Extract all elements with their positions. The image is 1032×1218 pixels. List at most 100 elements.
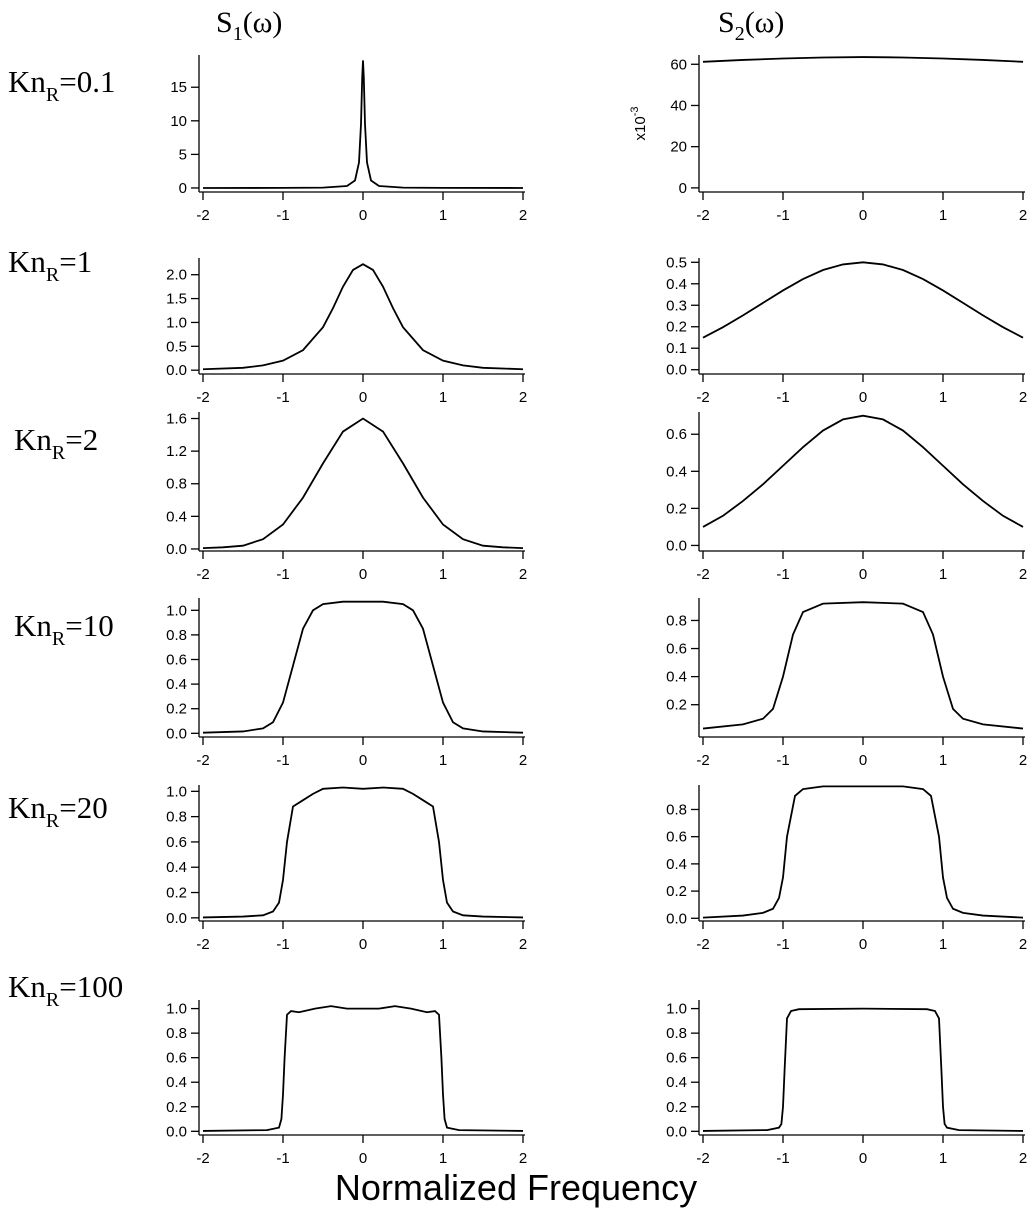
row-label-base: Kn xyxy=(14,608,52,643)
title-rest: (ω) xyxy=(243,6,283,39)
y-tick-label: 0.0 xyxy=(666,1123,687,1140)
y-tick-label: 1.0 xyxy=(166,602,187,619)
y-tick-label: 0 xyxy=(179,180,187,197)
row-label-sub: R xyxy=(52,628,66,650)
x-tick-label: 1 xyxy=(439,207,447,224)
title-sub: 2 xyxy=(735,23,745,45)
x-tick-label: 1 xyxy=(939,936,947,953)
x-tick-label: 0 xyxy=(859,752,867,769)
row-label-base: Kn xyxy=(8,244,46,279)
y-tick-label: 0.2 xyxy=(666,883,687,900)
line xyxy=(702,56,1024,63)
y-tick-label: 1.0 xyxy=(166,783,187,800)
x-tick-label: -1 xyxy=(276,752,289,769)
y-tick-label: 0.8 xyxy=(166,1025,187,1042)
y-tick-label: 0.0 xyxy=(666,362,687,379)
x-tick-label: 2 xyxy=(519,207,527,224)
y-tick-label: 0.4 xyxy=(166,1074,187,1091)
y-tick-label: 1.5 xyxy=(166,291,187,308)
x-axis-label: Normalized Frequency xyxy=(335,1167,697,1208)
y-tick-label: 0.6 xyxy=(666,829,687,846)
x-tick-label: 1 xyxy=(939,207,947,224)
y-tick-label: 1.6 xyxy=(166,411,187,428)
x-tick-label: -2 xyxy=(696,936,709,953)
x-tick-label: -2 xyxy=(196,752,209,769)
x-tick-label: 0 xyxy=(859,936,867,953)
x-tick-label: 0 xyxy=(859,389,867,406)
row-label-base: Kn xyxy=(8,969,46,1004)
y-tick-label: 0.4 xyxy=(666,1074,687,1091)
x-tick-label: -2 xyxy=(196,389,209,406)
line xyxy=(202,600,524,734)
y-tick-label: 0.2 xyxy=(666,697,687,714)
y-tick-label: 0.0 xyxy=(166,1123,187,1140)
x-tick-label: -2 xyxy=(696,752,709,769)
x-tick-label: 2 xyxy=(519,566,527,583)
x-tick-label: -1 xyxy=(776,566,789,583)
x-tick-label: 2 xyxy=(1019,389,1027,406)
x-tick-label: 2 xyxy=(1019,936,1027,953)
x-tick-label: 0 xyxy=(359,389,367,406)
y-tick-label: 0.0 xyxy=(166,725,187,742)
y-tick-label: 40 xyxy=(670,97,687,114)
x-tick-label: 1 xyxy=(939,566,947,583)
y-tick-label: 0.0 xyxy=(166,362,187,379)
multiplier-sup: -3 xyxy=(629,107,641,117)
y-tick-label: 0.8 xyxy=(666,801,687,818)
row-label-sub: R xyxy=(46,989,60,1011)
y-tick-label: 0.0 xyxy=(166,541,187,558)
x-tick-label: -1 xyxy=(776,936,789,953)
x-tick-label: -1 xyxy=(776,389,789,406)
x-tick-label: 1 xyxy=(439,1150,447,1167)
y-tick-label: 0.0 xyxy=(666,910,687,927)
y-tick-label: 1.2 xyxy=(166,443,187,460)
y-tick-label: 0.2 xyxy=(666,319,687,336)
row-label-rest: =20 xyxy=(59,790,107,825)
column-title: S2(ω) xyxy=(718,6,784,45)
y-tick-label: 0.2 xyxy=(666,1099,687,1116)
y-tick-label: 5 xyxy=(179,146,187,163)
y-tick-label: 0.8 xyxy=(166,809,187,826)
row-label-sub: R xyxy=(46,84,60,106)
x-tick-label: 2 xyxy=(519,389,527,406)
y-tick-label: 0.6 xyxy=(666,1050,687,1067)
x-tick-label: -2 xyxy=(196,1150,209,1167)
y-tick-label: 0.0 xyxy=(166,910,187,927)
y-tick-label: 60 xyxy=(670,56,687,73)
line xyxy=(702,785,1024,919)
line xyxy=(702,601,1024,730)
y-multiplier: x10-3 xyxy=(629,107,649,141)
y-tick-label: 0.3 xyxy=(666,297,687,314)
line xyxy=(202,1005,524,1132)
y-tick-label: 0.6 xyxy=(166,1050,187,1067)
row-label-base: Kn xyxy=(8,64,46,99)
y-tick-label: 10 xyxy=(170,113,187,130)
line xyxy=(202,263,524,371)
y-tick-label: 0.6 xyxy=(666,641,687,658)
title-base: S xyxy=(216,6,233,39)
row-label-rest: =2 xyxy=(65,422,98,457)
row-label: KnR=20 xyxy=(8,790,108,832)
x-tick-label: 0 xyxy=(359,566,367,583)
x-tick-label: 2 xyxy=(1019,566,1027,583)
y-tick-label: 0.4 xyxy=(666,856,687,873)
y-tick-label: 0.2 xyxy=(166,885,187,902)
y-tick-label: 0.5 xyxy=(166,338,187,355)
x-tick-label: 0 xyxy=(359,207,367,224)
x-tick-label: -2 xyxy=(696,207,709,224)
x-tick-label: -1 xyxy=(276,207,289,224)
y-tick-label: 0.4 xyxy=(166,859,187,876)
y-tick-label: 0.2 xyxy=(166,1099,187,1116)
line xyxy=(702,414,1024,528)
y-tick-label: 0.6 xyxy=(166,652,187,669)
x-tick-label: 0 xyxy=(359,752,367,769)
row-label: KnR=1 xyxy=(8,244,92,286)
row-label-rest: =100 xyxy=(59,969,123,1004)
x-tick-label: -2 xyxy=(696,389,709,406)
x-tick-label: -1 xyxy=(276,1150,289,1167)
x-tick-label: 0 xyxy=(359,1150,367,1167)
y-tick-label: 0.8 xyxy=(666,1025,687,1042)
x-tick-label: 2 xyxy=(519,752,527,769)
x-tick-label: -2 xyxy=(696,1150,709,1167)
